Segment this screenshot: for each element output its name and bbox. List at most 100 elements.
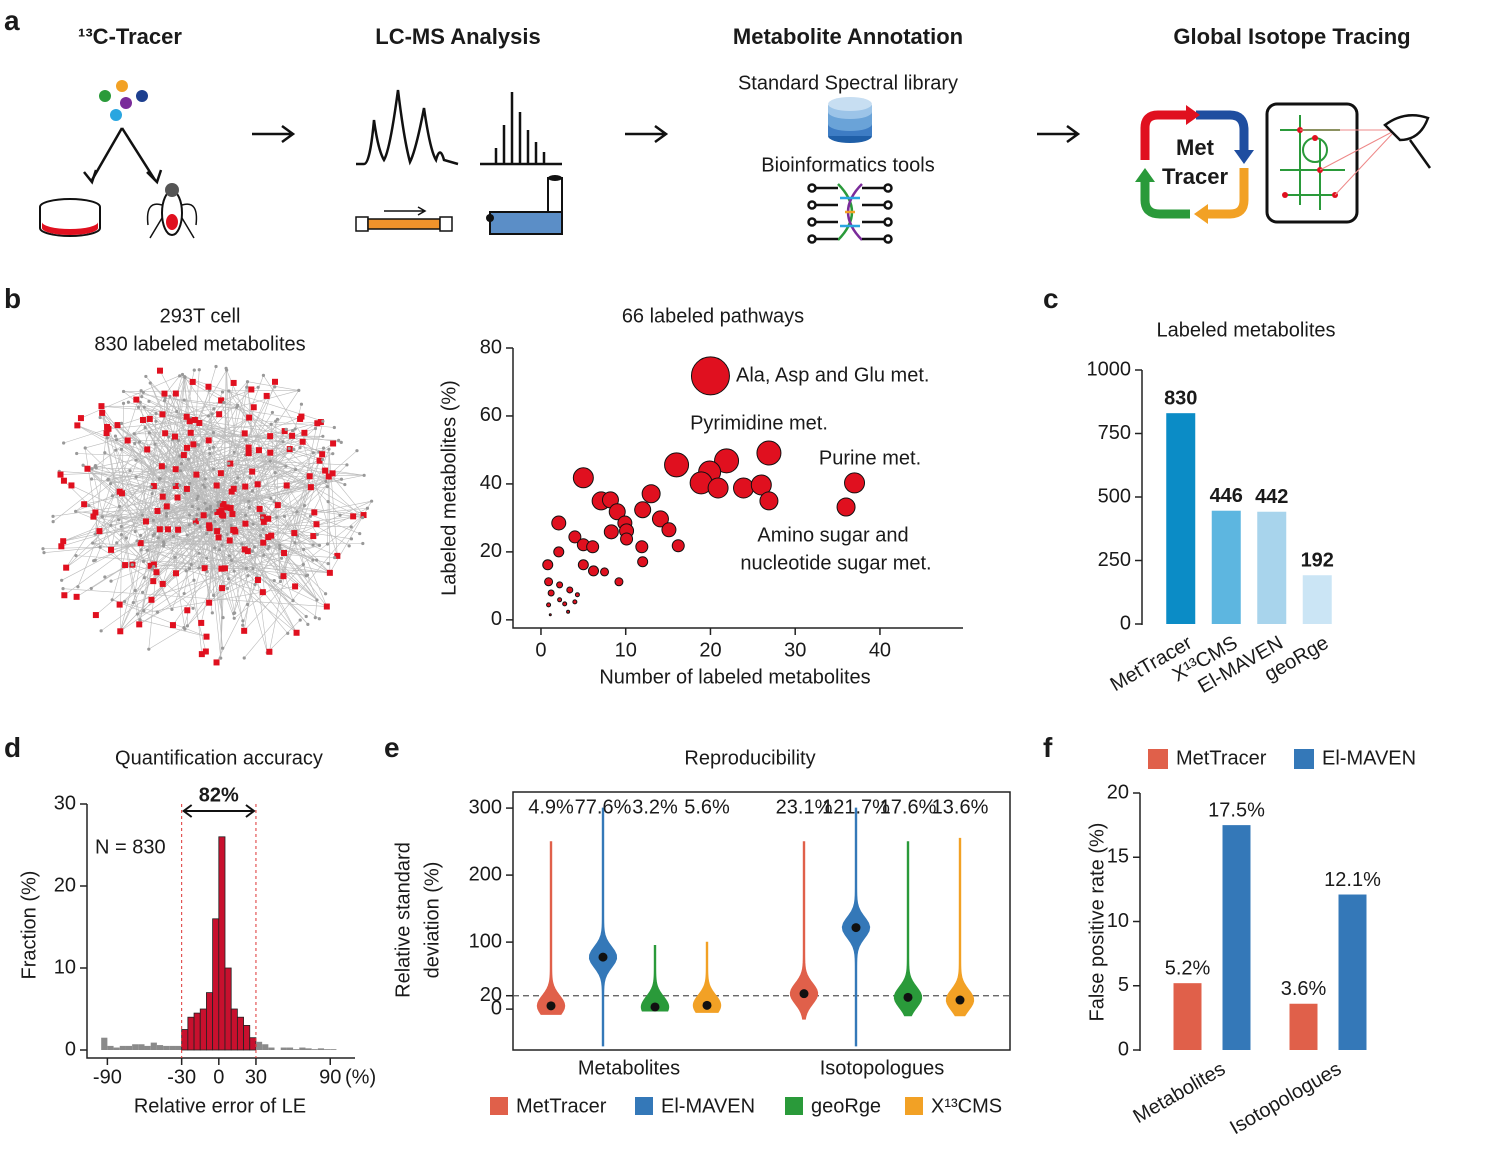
x-tick-label: 30 — [784, 639, 806, 661]
network-node — [154, 411, 158, 416]
network-node — [219, 656, 223, 660]
network-node — [284, 427, 288, 431]
network-node — [205, 383, 212, 390]
network-node — [254, 577, 261, 584]
network-node — [227, 461, 231, 466]
network-node — [147, 431, 151, 435]
bar — [1257, 511, 1287, 624]
median-dot — [650, 1002, 660, 1012]
network-edge — [247, 381, 299, 391]
network-node — [262, 553, 266, 557]
network-node — [317, 543, 322, 547]
histogram-bar — [193, 1012, 201, 1051]
violin — [536, 841, 566, 1015]
network-node — [172, 570, 179, 577]
network-node — [361, 516, 365, 520]
network-node — [149, 485, 153, 489]
network-node — [103, 575, 107, 579]
network-node — [150, 483, 157, 490]
network-node — [280, 556, 284, 560]
bubble — [733, 477, 755, 499]
network-node — [254, 481, 261, 488]
network-node — [133, 441, 137, 446]
network-node — [153, 569, 160, 576]
network-edge — [148, 401, 312, 488]
network-edge — [133, 375, 180, 434]
network-node — [250, 549, 254, 553]
map-icon — [1265, 102, 1432, 224]
network-node — [211, 467, 216, 471]
network-edge — [206, 476, 329, 573]
y-tick-label: 20 — [1107, 781, 1129, 803]
x-tick-label: 20 — [699, 639, 721, 661]
violin — [893, 841, 923, 1017]
value-label: 17.6% — [880, 796, 937, 818]
network-node — [144, 374, 148, 379]
network-node — [60, 538, 67, 545]
network-node — [51, 514, 55, 518]
histogram-bar — [119, 1045, 126, 1050]
network-node — [221, 565, 228, 572]
network-node — [198, 525, 202, 529]
network-node — [156, 536, 160, 540]
database-icon — [828, 97, 872, 143]
network-node — [183, 413, 190, 420]
network-node — [306, 473, 313, 480]
network-node — [298, 446, 302, 450]
network-node — [155, 610, 160, 614]
network-edge — [219, 381, 276, 550]
network-edge — [92, 542, 263, 593]
network-node — [273, 471, 277, 475]
network-edge — [183, 521, 197, 594]
network-node — [302, 547, 306, 551]
network-edge — [138, 370, 195, 625]
network-node — [225, 586, 230, 591]
network-node — [365, 506, 370, 510]
network-node — [370, 499, 374, 503]
y-tick-label: 15 — [1107, 846, 1129, 868]
network-edge — [237, 405, 363, 518]
value-label: 23.1% — [776, 796, 833, 818]
network-node — [124, 536, 128, 540]
network-node — [205, 570, 209, 574]
network-node — [147, 647, 151, 651]
value-label: 446 — [1210, 485, 1243, 507]
network-node — [196, 507, 201, 511]
network-edge — [221, 405, 239, 511]
legend-swatch — [905, 1097, 923, 1115]
network-node — [225, 532, 229, 537]
network-node — [201, 483, 205, 487]
network-node — [100, 515, 104, 519]
bubble — [759, 491, 779, 511]
network-edge — [110, 565, 151, 582]
panel-letter: e — [384, 732, 400, 763]
x-tick-label: 10 — [615, 639, 637, 661]
network-node — [213, 546, 217, 550]
network-node — [153, 442, 157, 446]
network-node — [325, 473, 332, 480]
legend-label: MetTracer — [516, 1095, 607, 1117]
network-node — [91, 541, 95, 545]
median-dot — [702, 1000, 712, 1010]
median-dot — [851, 923, 861, 933]
value-label: 192 — [1301, 550, 1334, 572]
network-node — [211, 445, 216, 449]
network-node — [210, 412, 214, 416]
network-node — [119, 447, 124, 451]
network-node — [116, 488, 123, 495]
network-node — [308, 514, 313, 518]
network-node — [159, 580, 166, 587]
x-tick-label: -30 — [167, 1066, 196, 1088]
network-edge — [43, 535, 222, 553]
network-node — [269, 496, 273, 500]
network-edge — [120, 579, 195, 632]
network-edge — [314, 599, 318, 618]
network-node — [119, 421, 124, 426]
histogram-bar — [156, 1045, 164, 1050]
network-node — [197, 566, 201, 570]
bubble — [568, 530, 582, 544]
network-edge — [101, 405, 237, 408]
network-node — [106, 477, 110, 482]
network-node — [289, 432, 296, 439]
violin — [692, 941, 722, 1013]
